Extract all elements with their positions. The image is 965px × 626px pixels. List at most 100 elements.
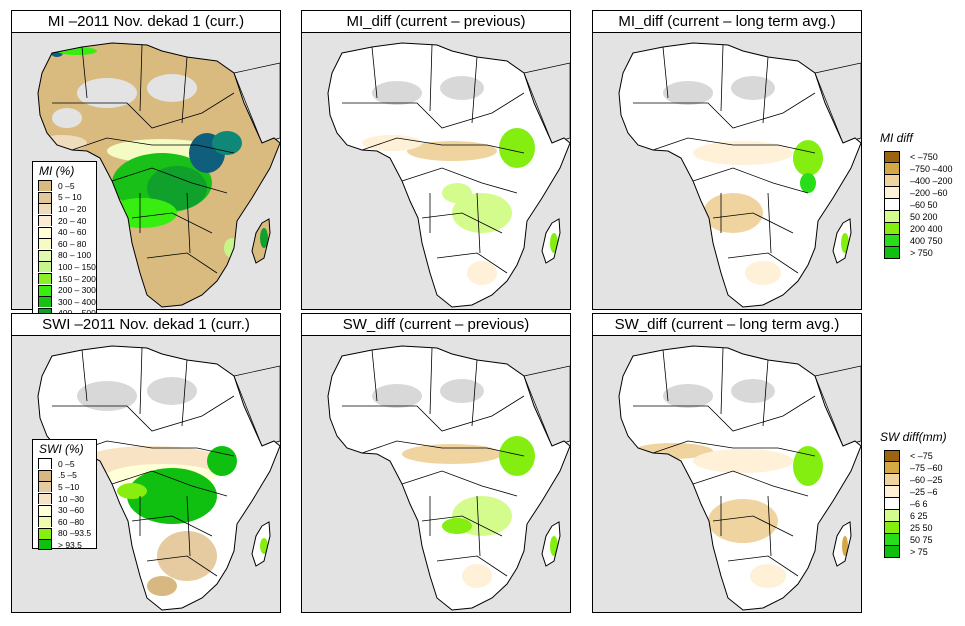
country-border [371, 347, 478, 427]
country-border [720, 495, 772, 557]
legend-item: –60 –25 [880, 474, 965, 486]
country-border [712, 212, 794, 234]
coastline [37, 42, 280, 308]
legend-swatch [38, 191, 52, 203]
legend-item: 100 – 150 [33, 261, 96, 273]
value-region [452, 193, 512, 233]
country-border [720, 192, 772, 254]
country-border [727, 252, 799, 274]
land-area [328, 43, 570, 307]
legend-item: 50 75 [880, 534, 965, 546]
legend-swatch [884, 474, 900, 486]
legend-swatch [38, 539, 52, 551]
country-border [401, 167, 518, 194]
value-region [842, 536, 848, 556]
value-region [442, 183, 472, 203]
legend-item: 0 –5 [33, 458, 96, 470]
legend-item: –400 –200 [880, 175, 965, 187]
legend-item: 150 – 200 [33, 273, 96, 285]
legend-label: 40 – 60 [58, 227, 87, 238]
value-region [147, 576, 177, 596]
legend-label: 50 200 [910, 212, 938, 222]
country-border [429, 495, 481, 557]
value-region [693, 449, 793, 473]
legend-item: < –750 [880, 151, 965, 163]
legend-label: –400 –200 [910, 176, 953, 186]
legend-item: 25 50 [880, 522, 965, 534]
country-border [81, 347, 188, 427]
value-region [708, 499, 778, 543]
africa-map [327, 345, 570, 611]
legend-item: 400 750 [880, 235, 965, 247]
land-area [328, 346, 570, 610]
legend-label: 20 – 40 [58, 215, 87, 226]
value-region [207, 446, 237, 476]
value-region [77, 78, 137, 108]
legend-item: > 75 [880, 546, 965, 558]
value-region [117, 483, 147, 499]
country-border [421, 515, 503, 537]
legend-swatch [884, 199, 900, 211]
country-border [371, 44, 478, 124]
land-area [619, 43, 861, 307]
country-border [342, 92, 525, 129]
value-region [550, 233, 558, 253]
value-region [212, 131, 242, 155]
value-region [127, 468, 217, 524]
legend-label: .5 –5 [58, 470, 77, 481]
legend-swatch [38, 203, 52, 215]
value-region [750, 564, 786, 588]
legend-label: –25 –6 [910, 487, 938, 497]
value-region [793, 140, 823, 176]
legend-label: 400 750 [910, 236, 943, 246]
country-border [429, 192, 481, 254]
coastline [618, 42, 861, 308]
coastline [618, 345, 861, 611]
value-region [77, 381, 137, 411]
arabia-outline [814, 62, 861, 144]
legend-item: –75 –60 [880, 462, 965, 474]
africa-map [37, 345, 280, 611]
country-border [727, 555, 799, 577]
value-region [52, 108, 82, 128]
legend-item: > 750 [880, 247, 965, 259]
legend-item: 0 –5 [33, 180, 96, 192]
legend-label: 10 –30 [58, 493, 84, 504]
legend-swatch [884, 175, 900, 187]
value-region [499, 436, 535, 476]
legend-swatch [884, 163, 900, 175]
legend-swatch [884, 510, 900, 522]
value-region [731, 379, 775, 403]
map-area [592, 32, 862, 310]
legend-item: > 93.5 [33, 539, 96, 551]
country-border [361, 440, 525, 457]
value-region [107, 198, 177, 228]
legend-item: 80 –93.5 [33, 527, 96, 540]
legend-item: 80 – 100 [33, 249, 96, 262]
value-region [372, 384, 422, 408]
country-border [146, 252, 218, 274]
value-region [407, 141, 497, 161]
value-region [693, 141, 793, 165]
legend-item: 5 –10 [33, 481, 96, 493]
arabia-outline [233, 62, 280, 144]
mi-diff-legend: MI diff < –750 –750 –400 –400 –200 –200 –60 –… [880, 131, 965, 259]
country-border [139, 495, 191, 557]
country-border [146, 555, 218, 577]
legend-label: –200 –60 [910, 188, 948, 198]
legend-label: 80 – 100 [58, 250, 92, 261]
legend-label: < –750 [910, 152, 938, 162]
country-border [436, 252, 508, 274]
legend-item: –200 –60 [880, 187, 965, 199]
arabia-outline [814, 365, 861, 447]
legend-swatch [38, 249, 52, 261]
africa-map [618, 42, 861, 308]
legend-item: 50 200 [880, 211, 965, 223]
land-area [619, 346, 861, 610]
legend-label: 25 50 [910, 523, 933, 533]
value-region [442, 518, 472, 534]
africa-map [618, 345, 861, 611]
country-border [692, 167, 809, 194]
value-region [440, 379, 484, 403]
value-region [440, 76, 484, 100]
